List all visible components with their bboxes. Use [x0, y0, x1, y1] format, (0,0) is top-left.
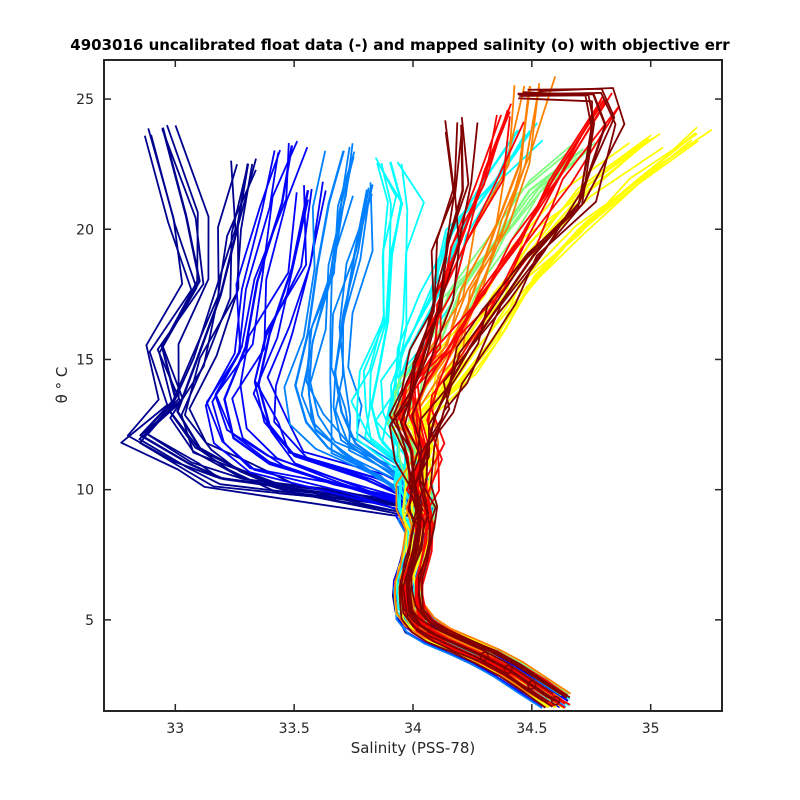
x-tick-label: 34.5: [516, 721, 547, 737]
mapped-salinity-marker: [550, 695, 561, 706]
y-tick-label: 5: [85, 613, 94, 629]
chart-title: 4903016 uncalibrated float data (-) and …: [70, 36, 730, 54]
x-tick-label: 34: [404, 721, 422, 737]
x-axis: 33 33.5 34 34.5 35: [166, 60, 660, 737]
profile-line-replica: [402, 133, 698, 705]
mapped-salinity-marker: [527, 680, 537, 690]
profile-line-replica: [139, 134, 549, 709]
y-axis: 5 10 15 20 25: [76, 92, 722, 629]
y-tick-label: 10: [76, 483, 94, 499]
profile-line-15: [406, 92, 607, 702]
profile-line-replica: [401, 97, 593, 708]
x-tick-label: 33: [166, 721, 184, 737]
series-layer: [120, 76, 713, 709]
profile-line-replica: [399, 94, 593, 703]
y-tick-label: 20: [76, 222, 94, 238]
y-tick-label: 15: [76, 352, 94, 368]
y-axis-title: θ ° C: [53, 367, 71, 404]
x-axis-title: Salinity (PSS-78): [351, 739, 476, 757]
mapped-salinity-marker: [479, 651, 490, 662]
x-tick-label: 35: [642, 721, 660, 737]
mapped-salinity-marker: [503, 664, 513, 675]
y-tick-label: 25: [76, 92, 94, 108]
profile-line-replica: [420, 87, 626, 699]
profile-line-replica: [403, 126, 698, 700]
x-tick-label: 33.5: [279, 721, 310, 737]
